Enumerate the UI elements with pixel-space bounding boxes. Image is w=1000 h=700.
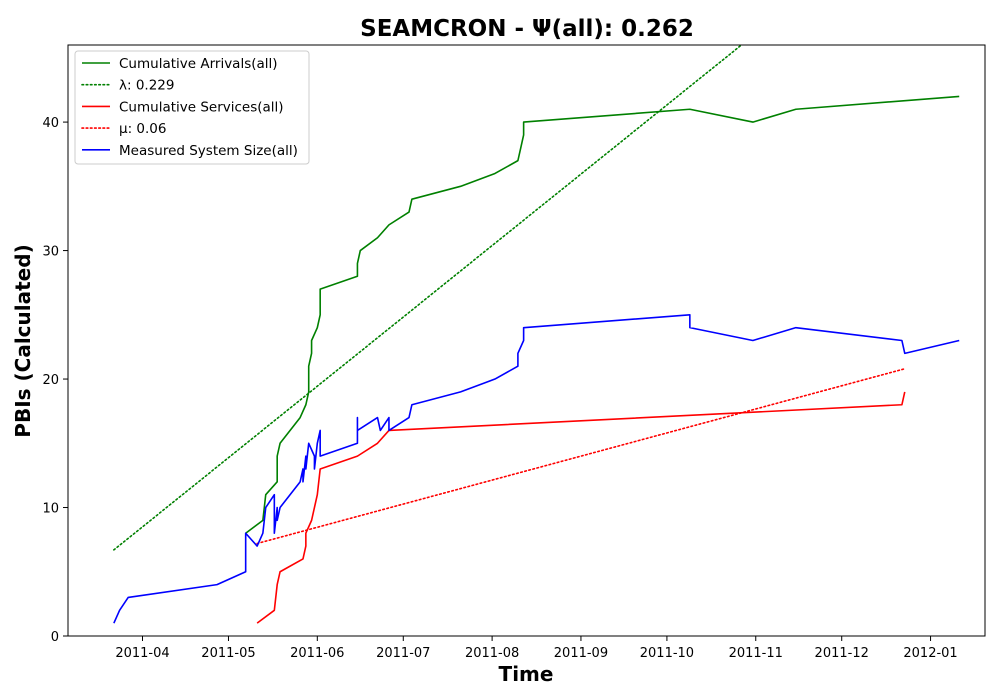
y-axis: 0 10 20 30 40 xyxy=(42,116,68,645)
legend-label: Cumulative Arrivals(all) xyxy=(119,56,278,72)
x-tick-label: 2011-12 xyxy=(815,646,869,661)
series-line-1 xyxy=(245,95,960,534)
y-tick-label: 30 xyxy=(42,245,59,260)
legend-items: Cumulative Arrivals(all) λ: 0.229 Cumulati… xyxy=(81,56,298,159)
y-tick-label: 10 xyxy=(42,502,59,517)
x-tick-label: 2012-01 xyxy=(903,646,957,661)
legend: Cumulative Arrivals(all) λ: 0.229 Cumulati… xyxy=(74,50,310,165)
legend-label: μ: 0.06 xyxy=(119,121,167,137)
y-axis-label: PBIs (Calculated) xyxy=(11,244,35,437)
x-axis: 2011-04 2011-05 2011-06 2011-07 2011-08 2011-… xyxy=(115,636,958,661)
y-tick-label: 40 xyxy=(42,116,59,131)
x-tick-label: 2011-08 xyxy=(465,646,519,661)
legend-box xyxy=(74,50,310,165)
legend-label: λ: 0.229 xyxy=(119,78,174,94)
series-line-3 xyxy=(256,391,906,624)
legend-label: Measured System Size(all) xyxy=(119,143,298,159)
x-tick-label: 2011-05 xyxy=(201,646,255,661)
x-tick-label: 2011-04 xyxy=(115,646,169,661)
x-tick-label: 2011-09 xyxy=(554,646,608,661)
y-tick-label: 20 xyxy=(42,373,59,388)
series-line-5 xyxy=(113,313,960,624)
chart-title: SEAMCRON - Ψ(all): 0.262 xyxy=(360,16,694,42)
series-line-2 xyxy=(113,45,743,551)
x-tick-label: 2011-06 xyxy=(290,646,344,661)
legend-label: Cumulative Services(all) xyxy=(119,99,284,115)
y-tick-label: 0 xyxy=(51,630,59,645)
series-line-4 xyxy=(256,367,906,545)
x-tick-label: 2011-11 xyxy=(729,646,783,661)
x-tick-label: 2011-07 xyxy=(376,646,430,661)
x-axis-label: Time xyxy=(499,662,554,686)
x-tick-label: 2011-10 xyxy=(640,646,694,661)
plot-frame xyxy=(67,44,986,637)
series-layer xyxy=(113,45,960,624)
